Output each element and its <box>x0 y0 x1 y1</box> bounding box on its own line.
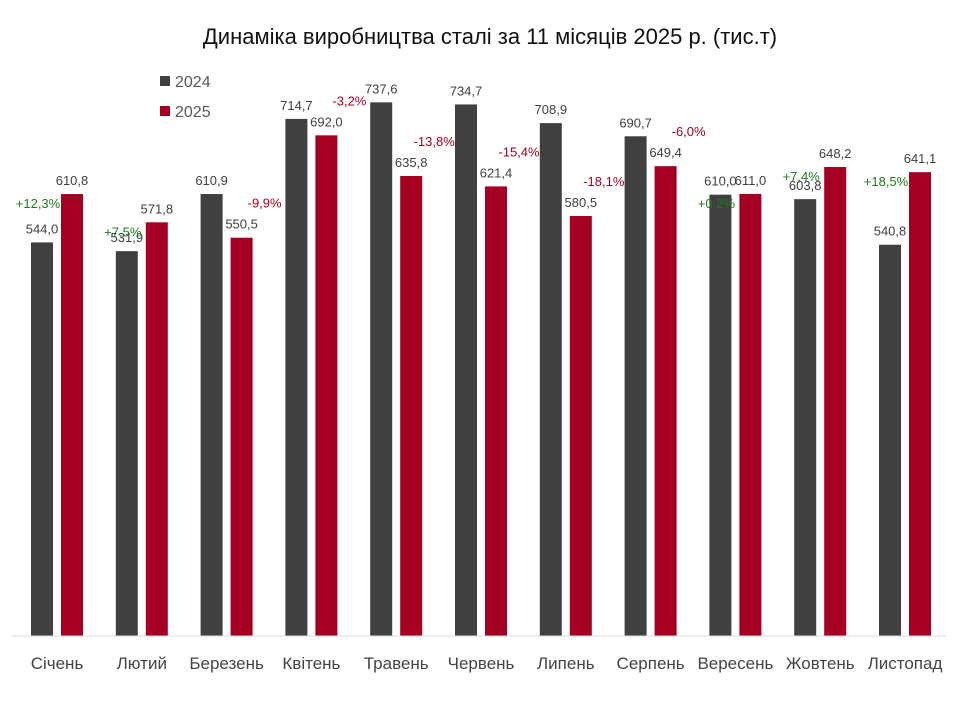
bar-2025-2 <box>145 222 168 636</box>
bar-2025-11 <box>909 172 931 636</box>
bar-2025-9 <box>739 193 762 636</box>
value-label-2024-10: 603,8 <box>789 178 822 193</box>
change-label-7: -18,1% <box>583 174 625 189</box>
bar-2025-5 <box>400 175 423 636</box>
value-label-2025-4: 692,0 <box>310 114 343 129</box>
bar-2024-2 <box>115 251 138 636</box>
x-tick-label-7: Липень <box>537 654 595 673</box>
value-label-2024-6: 734,7 <box>450 83 483 98</box>
legend-label-2025: 2025 <box>175 104 211 121</box>
bar-2024-4 <box>285 118 308 636</box>
bar-2024-5 <box>370 102 393 637</box>
value-label-2024-7: 708,9 <box>535 102 568 117</box>
bar-2025-1 <box>61 194 83 637</box>
change-label-6: -15,4% <box>498 144 540 159</box>
value-label-2024-9: 610,0 <box>704 174 737 189</box>
bar-2024-1 <box>31 242 53 636</box>
x-tick-label-2: Лютий <box>117 654 167 673</box>
value-label-2024-4: 714,7 <box>280 98 313 113</box>
value-label-2025-6: 621,4 <box>480 165 513 180</box>
value-label-2025-8: 649,4 <box>649 145 682 160</box>
value-label-2025-7: 580,5 <box>565 195 598 210</box>
bar-2024-9 <box>709 194 732 637</box>
value-label-2025-11: 641,1 <box>904 151 937 166</box>
bar-2025-8 <box>654 166 677 636</box>
change-label-4: -3,2% <box>332 93 366 108</box>
legend-label-2024: 2024 <box>175 74 211 91</box>
value-label-2024-3: 610,9 <box>195 173 228 188</box>
x-tick-label-5: Травень <box>364 654 429 673</box>
bar-2025-10 <box>824 167 847 637</box>
bar-2025-4 <box>315 135 338 636</box>
bar-2024-6 <box>455 104 477 636</box>
bar-2025-3 <box>230 237 253 636</box>
bars <box>31 102 931 637</box>
x-tick-label-6: Червень <box>448 654 515 673</box>
bar-2024-11 <box>879 244 901 636</box>
change-label-5: -13,8% <box>414 134 456 149</box>
value-label-2025-9: 611,0 <box>735 173 767 188</box>
change-label-9: +0,2% <box>698 196 736 211</box>
value-label-2025-10: 648,2 <box>819 146 852 161</box>
value-label-2025-5: 635,8 <box>395 155 428 170</box>
x-tick-label-3: Березень <box>189 654 264 673</box>
bar-2024-7 <box>539 123 562 637</box>
x-tick-label-8: Серпень <box>617 654 685 673</box>
bar-2025-6 <box>485 186 507 636</box>
x-tick-label-11: Листопад <box>868 654 943 673</box>
legend-swatch-2025 <box>160 106 170 116</box>
chart-title: Динаміка виробництва сталі за 11 місяців… <box>203 24 777 49</box>
value-labels: 544,0 610,8 531,9 571,8 610,9 550,5 714,7692,0… <box>26 81 937 245</box>
legend-swatch-2024 <box>160 76 170 86</box>
value-label-2024-8: 690,7 <box>619 115 652 130</box>
bar-2024-3 <box>200 194 223 636</box>
x-tick-label-10: Жовтень <box>786 654 855 673</box>
bar-2024-8 <box>624 136 647 636</box>
value-label-2025-3: 550,5 <box>225 217 258 232</box>
change-labels: +12,3% +7,5% -9,9% -3,2% -13,8% -15,4% -18,1% -… <box>16 93 909 239</box>
x-axis-ticks: Січень Лютий Березень Квітень Травень Червень… <box>31 654 943 673</box>
value-label-2024-11: 540,8 <box>874 224 907 239</box>
legend: 2024 2025 <box>160 74 211 121</box>
change-label-2: +7,5% <box>104 224 142 239</box>
change-label-3: -9,9% <box>248 196 282 211</box>
x-tick-label-9: Вересень <box>697 654 773 673</box>
change-label-11: +18,5% <box>864 174 909 189</box>
value-label-2024-2: 531,9 <box>111 230 144 245</box>
value-label-2024-1: 544,0 <box>26 221 59 236</box>
bar-2024-10 <box>794 199 817 636</box>
bar-2025-7 <box>569 216 592 637</box>
x-tick-label-1: Січень <box>31 654 84 673</box>
value-label-2024-5: 737,6 <box>365 81 398 96</box>
value-label-2025-1: 610,8 <box>56 173 89 188</box>
value-label-2025-2: 571,8 <box>141 201 174 216</box>
change-label-8: -6,0% <box>672 124 706 139</box>
change-label-1: +12,3% <box>16 196 61 211</box>
change-label-10: +7,4% <box>783 169 821 184</box>
x-tick-label-4: Квітень <box>282 654 340 673</box>
